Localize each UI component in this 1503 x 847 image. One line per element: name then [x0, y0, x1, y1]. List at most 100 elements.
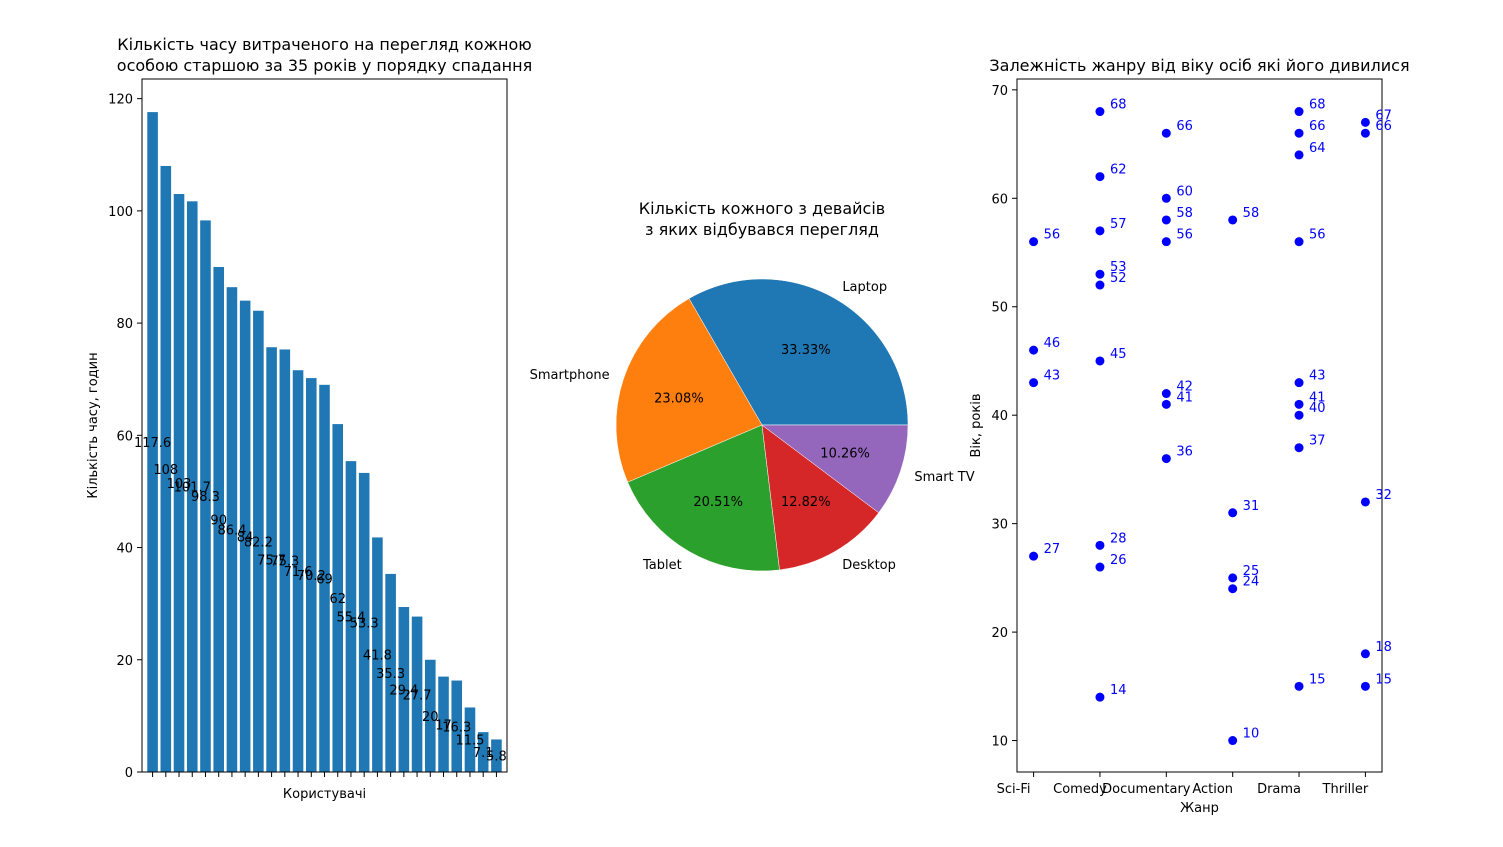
scatter-point-label: 28 [1110, 531, 1127, 546]
scatter-point-label: 40 [1309, 401, 1326, 416]
x-tick-label-comedy: Comedy [1053, 782, 1107, 797]
bar-value-label: 69 [316, 572, 333, 587]
y-tick-label: 60 [991, 192, 1008, 207]
scatter-point [1294, 399, 1304, 409]
pie-category-label: Tablet [642, 558, 682, 573]
scatter-point [1360, 117, 1370, 127]
scatter-point-label: 68 [1110, 98, 1127, 113]
bar-10 [266, 347, 277, 772]
scatter-point-label: 60 [1176, 184, 1193, 199]
scatter-point-label: 24 [1243, 575, 1260, 590]
scatter-point-label: 46 [1044, 336, 1061, 351]
y-tick-label: 70 [991, 84, 1008, 99]
bar-value-label: 41.8 [363, 649, 392, 664]
scatter-point [1029, 345, 1039, 355]
scatter-point-label: 43 [1309, 369, 1326, 384]
pie-slice-desktop [761, 424, 880, 571]
scatter-point [1294, 150, 1304, 160]
scatter-point [1161, 215, 1171, 225]
bar-23 [438, 676, 449, 772]
x-tick-label-sci-fi: Sci-Fi [997, 782, 1031, 797]
scatter-point [1095, 226, 1105, 236]
pie-percent-label: 20.51% [693, 495, 743, 510]
scatter-point [1095, 692, 1105, 702]
pie-slice-smart-tv [761, 424, 909, 514]
bar-value-label: 53.3 [350, 616, 379, 631]
scatter-point [1228, 736, 1238, 746]
scatter-point-label: 18 [1375, 640, 1392, 655]
scatter-point [1294, 107, 1304, 117]
pie-category-label: Desktop [842, 558, 896, 573]
bar-value-label: 90 [210, 513, 227, 528]
scatter-point-label: 58 [1176, 206, 1193, 221]
scatter-point [1161, 399, 1171, 409]
scatter-plot-frame [1016, 78, 1383, 773]
bar-value-label: 5.8 [486, 750, 507, 765]
bar-value-label: 16.3 [442, 720, 471, 735]
pie-category-label: Laptop [842, 280, 887, 295]
bar-15 [332, 424, 344, 772]
bar-9 [253, 310, 264, 772]
bar-value-label: 82.2 [244, 535, 273, 550]
bar-value-label: 71.6 [284, 565, 313, 580]
scatter-point-label: 62 [1110, 163, 1127, 178]
bar-21 [411, 616, 423, 772]
pie-category-label: Smart TV [914, 470, 974, 485]
y-tick-label: 50 [991, 301, 1008, 316]
y-tick-label: 40 [116, 542, 133, 557]
y-tick-label: 60 [116, 429, 133, 444]
scatter-point-label: 14 [1110, 683, 1127, 698]
scatter-point [1161, 389, 1171, 399]
scatter-point [1294, 128, 1304, 138]
bar-20 [398, 607, 410, 772]
scatter-point-label: 10 [1243, 727, 1260, 742]
bar-26 [477, 732, 489, 772]
bar-value-label: 29.4 [389, 684, 418, 699]
scatter-point-label: 66 [1375, 119, 1392, 134]
scatter-chart: Залежність жанру від віку осіб які його … [969, 56, 1410, 816]
scatter-point-label: 43 [1044, 369, 1061, 384]
scatter-point [1294, 443, 1304, 453]
bar-value-label: 70.2 [297, 569, 326, 584]
bar-value-label: 117.6 [134, 436, 171, 451]
bar-value-label: 17 [435, 718, 452, 733]
scatter-point [1360, 497, 1370, 507]
y-tick-label: 0 [125, 766, 133, 781]
bar-13 [305, 378, 317, 772]
bar-25 [464, 707, 476, 772]
scatter-chart-title: Залежність жанру від віку осіб які його … [989, 56, 1409, 75]
bar-value-label: 7.1 [473, 746, 494, 761]
x-tick-label-drama: Drama [1257, 782, 1301, 797]
bar-6 [213, 266, 224, 772]
bar-x-axis-label: Користувачі [283, 787, 366, 802]
bar-12 [292, 370, 304, 772]
scatter-point [1161, 237, 1171, 247]
scatter-point-label: 66 [1309, 119, 1326, 134]
x-tick-label-action: Action [1192, 782, 1233, 797]
pie-chart-title-line-1: Кількість кожного з девайсів [639, 199, 885, 218]
bar-17 [358, 472, 370, 772]
bar-value-label: 75.3 [270, 555, 299, 570]
y-tick-label: 20 [116, 654, 133, 669]
scatter-point-label: 36 [1176, 445, 1193, 460]
scatter-point-label: 45 [1110, 347, 1127, 362]
scatter-point [1228, 584, 1238, 594]
bar-14 [319, 384, 330, 772]
scatter-point-label: 25 [1243, 564, 1260, 579]
bar-chart-title-line-2: особою старшою за 35 років у порядку спа… [117, 56, 532, 75]
bar-chart-title-line-1: Кількість часу витраченого на перегляд к… [117, 35, 531, 54]
scatter-point [1095, 107, 1105, 117]
y-tick-label: 20 [991, 626, 1008, 641]
scatter-point-label: 31 [1243, 499, 1260, 514]
bar-value-label: 103 [167, 477, 192, 492]
pie-chart-title-line-2: з яких відбувався перегляд [645, 220, 879, 239]
scatter-point-label: 52 [1110, 271, 1127, 286]
scatter-point [1095, 562, 1105, 572]
y-tick-label: 40 [991, 409, 1008, 424]
scatter-point [1360, 128, 1370, 138]
pie-category-label: Smartphone [530, 368, 610, 383]
scatter-point [1029, 551, 1039, 561]
scatter-point-label: 32 [1375, 488, 1392, 503]
scatter-point [1294, 410, 1304, 420]
pie-percent-label: 10.26% [820, 447, 870, 462]
